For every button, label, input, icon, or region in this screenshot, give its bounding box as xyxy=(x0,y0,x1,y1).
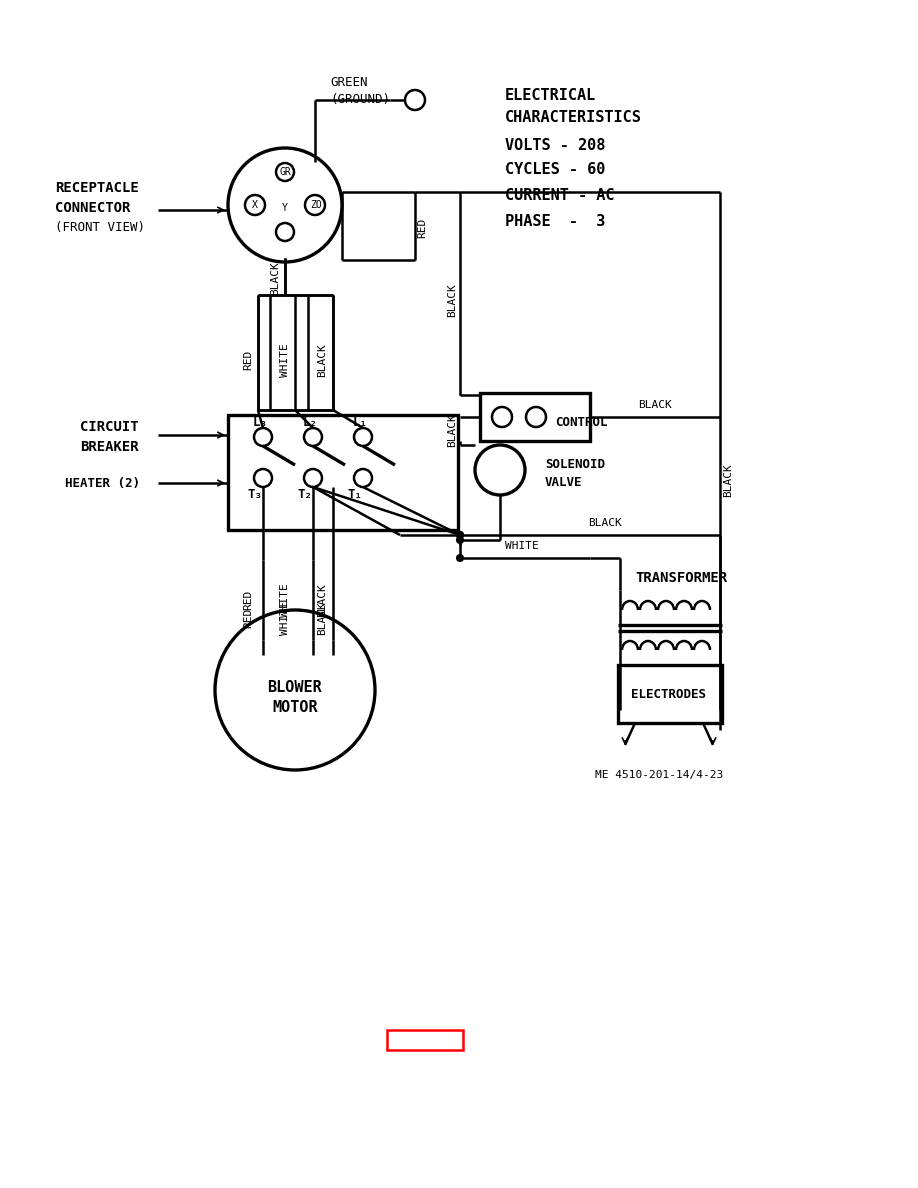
Circle shape xyxy=(304,469,322,487)
Circle shape xyxy=(456,536,464,544)
Text: VALVE: VALVE xyxy=(545,475,583,488)
Circle shape xyxy=(354,469,372,487)
Text: SOLENOID: SOLENOID xyxy=(545,459,605,472)
Text: BLACK: BLACK xyxy=(270,261,280,295)
Circle shape xyxy=(354,428,372,446)
Text: BLACK: BLACK xyxy=(317,583,327,617)
Text: CURRENT - AC: CURRENT - AC xyxy=(505,189,614,203)
Text: RED: RED xyxy=(243,590,253,611)
Text: L₃: L₃ xyxy=(253,416,268,429)
Text: BLACK: BLACK xyxy=(447,413,457,447)
Circle shape xyxy=(492,407,512,426)
Circle shape xyxy=(305,195,325,215)
Circle shape xyxy=(475,446,525,495)
Text: RED: RED xyxy=(417,217,427,238)
Circle shape xyxy=(254,469,272,487)
Circle shape xyxy=(276,163,294,181)
Bar xyxy=(228,415,458,530)
Text: T₁: T₁ xyxy=(348,487,363,500)
Text: BLOWER: BLOWER xyxy=(268,681,322,695)
Text: T₂: T₂ xyxy=(298,487,313,500)
Circle shape xyxy=(456,531,464,539)
Circle shape xyxy=(245,195,265,215)
Text: WHITE: WHITE xyxy=(505,541,539,551)
Text: BLACK: BLACK xyxy=(588,518,621,527)
Text: ZO: ZO xyxy=(310,200,322,210)
Text: CHARACTERISTICS: CHARACTERISTICS xyxy=(505,110,642,126)
Text: ELECTRICAL: ELECTRICAL xyxy=(505,88,597,102)
Text: CYCLES - 60: CYCLES - 60 xyxy=(505,163,605,177)
Bar xyxy=(387,1030,463,1050)
Circle shape xyxy=(304,428,322,446)
Text: (GROUND): (GROUND) xyxy=(330,94,390,107)
Bar xyxy=(480,393,590,441)
Text: WHITE: WHITE xyxy=(280,583,290,617)
Text: CONNECTOR: CONNECTOR xyxy=(55,201,130,215)
Text: WHITE: WHITE xyxy=(280,601,290,634)
Circle shape xyxy=(456,554,464,562)
Circle shape xyxy=(405,90,425,110)
Text: Y: Y xyxy=(282,203,288,213)
Text: BLACK: BLACK xyxy=(447,283,457,317)
Text: BLACK: BLACK xyxy=(317,601,327,634)
Text: L₁: L₁ xyxy=(353,416,368,429)
Text: RED: RED xyxy=(243,350,253,371)
Text: BLACK: BLACK xyxy=(638,400,672,410)
Text: GREEN: GREEN xyxy=(330,76,367,89)
Text: HEATER (2): HEATER (2) xyxy=(65,476,140,489)
Text: WHITE: WHITE xyxy=(280,343,290,377)
Text: (FRONT VIEW): (FRONT VIEW) xyxy=(55,221,145,234)
Text: RECEPTACLE: RECEPTACLE xyxy=(55,181,139,195)
Bar xyxy=(618,665,722,723)
Text: BREAKER: BREAKER xyxy=(80,440,139,454)
Text: CIRCUIT: CIRCUIT xyxy=(80,421,139,434)
Text: BLACK: BLACK xyxy=(723,463,733,497)
Text: VOLTS - 208: VOLTS - 208 xyxy=(505,138,605,152)
Text: ME 4510-201-14/4-23: ME 4510-201-14/4-23 xyxy=(595,770,723,781)
Text: CONTROL: CONTROL xyxy=(555,416,608,429)
Circle shape xyxy=(254,428,272,446)
Circle shape xyxy=(228,148,342,263)
Circle shape xyxy=(456,531,464,539)
Circle shape xyxy=(276,223,294,241)
Text: PHASE  -  3: PHASE - 3 xyxy=(505,215,605,229)
Text: RED: RED xyxy=(243,608,253,628)
Text: GR: GR xyxy=(279,168,291,177)
Circle shape xyxy=(526,407,546,426)
Text: L₂: L₂ xyxy=(303,416,318,429)
Text: BLACK: BLACK xyxy=(317,343,327,377)
Text: X: X xyxy=(252,200,258,210)
Text: MOTOR: MOTOR xyxy=(273,701,318,715)
Circle shape xyxy=(215,609,375,770)
Text: TRANSFORMER: TRANSFORMER xyxy=(635,571,727,584)
Text: T₃: T₃ xyxy=(248,487,263,500)
Text: ELECTRODES: ELECTRODES xyxy=(631,689,706,701)
